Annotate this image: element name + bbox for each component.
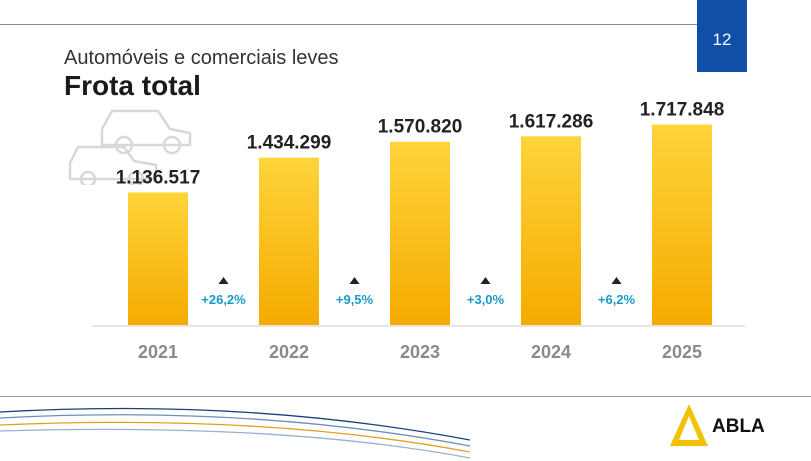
logo-text: ABLA (712, 416, 765, 437)
growth-label: +3,0% (467, 292, 505, 307)
value-label-2021: 1.136.517 (116, 167, 201, 188)
value-label-2023: 1.570.820 (378, 117, 463, 138)
year-label-2024: 2024 (531, 342, 571, 362)
page-number: 12 (712, 30, 732, 49)
up-triangle-icon (349, 277, 360, 284)
decorative-swoosh (0, 407, 470, 459)
bar-2022 (259, 157, 319, 325)
year-label-2022: 2022 (269, 342, 309, 362)
year-label-2023: 2023 (400, 342, 440, 362)
bar-2021 (128, 192, 188, 325)
chart-subtitle: Automóveis e comerciais leves (64, 47, 339, 69)
growth-label: +26,2% (201, 292, 246, 307)
bar-2024 (521, 136, 581, 325)
top-divider (0, 24, 700, 25)
chart-title: Frota total (64, 70, 201, 101)
abla-triangle-icon (670, 404, 708, 446)
page-number-badge: 12 (697, 0, 747, 72)
year-label-2025: 2025 (662, 342, 702, 362)
up-triangle-icon (611, 277, 622, 284)
value-label-2024: 1.617.286 (509, 111, 594, 132)
bottom-divider (0, 396, 811, 397)
bar-2025 (652, 124, 712, 325)
car-outline-icon (68, 109, 192, 185)
bar-chart: 1.136.517 2021 1.434.299 2022 1.570.820 2023 1… (92, 100, 745, 362)
up-triangle-icon (218, 277, 229, 284)
value-label-2022: 1.434.299 (247, 133, 332, 154)
growth-label: +9,5% (336, 292, 374, 307)
growth-label: +6,2% (598, 292, 636, 307)
value-label-2025: 1.717.848 (640, 100, 725, 121)
year-label-2021: 2021 (138, 342, 178, 362)
up-triangle-icon (480, 277, 491, 284)
abla-logo: ABLA (668, 400, 798, 452)
bar-2023 (390, 141, 450, 325)
